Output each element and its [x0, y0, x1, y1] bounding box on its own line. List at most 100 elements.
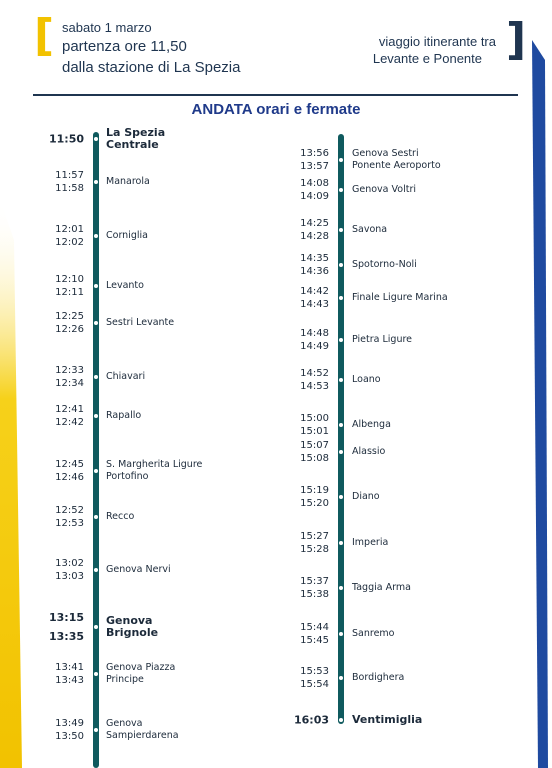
- time: 12:34: [55, 378, 84, 389]
- stop-name: Taggia Arma: [352, 582, 411, 593]
- time: 13:57: [300, 161, 329, 172]
- time: 13:43: [55, 675, 84, 686]
- stop-dot: [94, 515, 98, 519]
- stop-dot: [339, 228, 343, 232]
- stop-name: Imperia: [352, 537, 389, 548]
- stop-times: 12:41 12:42: [55, 403, 84, 429]
- stop-times: 14:08 14:09: [300, 177, 329, 203]
- stop-times: 15:44 15:45: [300, 621, 329, 647]
- stop-times: 12:52 12:53: [55, 504, 84, 530]
- stop-times: 14:42 14:43: [300, 285, 329, 311]
- stop-name: Pietra Ligure: [352, 334, 413, 345]
- stop-dot: [339, 586, 343, 590]
- time: 12:11: [55, 287, 84, 298]
- stop-times: 11:50: [49, 133, 84, 146]
- stop-dot: [94, 414, 98, 418]
- stop-times: 15:07 15:08: [300, 439, 329, 465]
- time: 14:08: [300, 178, 329, 189]
- stop-dot: [94, 625, 98, 629]
- stop-dot: [339, 450, 343, 454]
- stop-name: Rapallo: [106, 410, 142, 421]
- time: 14:36: [300, 266, 329, 277]
- stop-dot: [94, 728, 98, 732]
- stop-times: 12:10 12:11: [55, 273, 84, 299]
- stop-dot: [339, 676, 343, 680]
- time: 12:46: [55, 472, 84, 483]
- departure: partenza ore 11,50: [62, 38, 187, 55]
- stop-times: 14:35 14:36: [300, 252, 329, 278]
- stop-name: La Spezia Centrale: [106, 126, 166, 151]
- time: 12:41: [55, 404, 84, 415]
- stop-dot: [339, 338, 343, 342]
- time: 15:38: [300, 589, 329, 600]
- stop-name: Alassio: [352, 446, 386, 457]
- time: 12:10: [55, 274, 84, 285]
- stop-dot: [339, 158, 343, 162]
- time: 13:50: [55, 731, 84, 742]
- stop-name: Genova Sampierdarena: [106, 718, 179, 741]
- time: 12:01: [55, 224, 84, 235]
- stop-dot: [339, 423, 343, 427]
- stop-times: 12:45 12:46: [55, 458, 84, 484]
- time: 15:27: [300, 531, 329, 542]
- time: 12:26: [55, 324, 84, 335]
- subtitle: viaggio itinerante tra: [378, 34, 496, 49]
- stop-name: Genova Nervi: [106, 564, 171, 575]
- stop-dot: [339, 632, 343, 636]
- time: 12:42: [55, 417, 84, 428]
- time: 15:54: [300, 679, 329, 690]
- time: 16:03: [293, 713, 329, 727]
- stop-times: 13:41 13:43: [55, 661, 84, 687]
- stop-times: 12:25 12:26: [55, 310, 84, 336]
- time: 14:52: [300, 368, 329, 379]
- stop-name: S. Margherita Ligure Portofino: [106, 459, 203, 482]
- stop-times: 12:01 12:02: [55, 223, 84, 249]
- stop-dot: [339, 296, 343, 300]
- stop-times: 15:27 15:28: [300, 530, 329, 556]
- time: 13:56: [300, 148, 329, 159]
- stop-dot: [94, 137, 98, 141]
- time: 14:42: [300, 286, 329, 297]
- stop-dot: [339, 718, 343, 722]
- time: 13:15: [48, 611, 84, 624]
- time: 12:52: [55, 505, 84, 516]
- time: 14:09: [300, 191, 329, 202]
- stop-dot: [339, 263, 343, 267]
- time: 15:01: [300, 426, 329, 437]
- stop-times: 13:49 13:50: [55, 717, 84, 743]
- stop-times: 14:25 14:28: [300, 217, 329, 243]
- time: 15:28: [300, 544, 329, 555]
- stop-times: 13:02 13:03: [55, 557, 84, 583]
- stop-name: Genova Brignole: [106, 614, 159, 639]
- stop-times: 12:33 12:34: [55, 364, 84, 390]
- stop-name: Spotorno-Noli: [352, 259, 417, 270]
- date: sabato 1 marzo: [62, 20, 152, 35]
- stop-name: Diano: [352, 491, 380, 502]
- stop-times: 15:19 15:20: [300, 484, 329, 510]
- stop-times: 13:15 13:35: [49, 611, 84, 643]
- stop-name: Chiavari: [106, 371, 146, 382]
- stop-times: 13:56 13:57: [300, 147, 329, 173]
- timeline: [338, 134, 344, 724]
- stop-name: Levanto: [106, 280, 144, 291]
- stop-name: Finale Ligure Marina: [352, 292, 448, 303]
- timeline: [93, 132, 99, 768]
- time: 15:37: [300, 576, 329, 587]
- time: 13:03: [55, 571, 84, 582]
- stop-name: Loano: [352, 374, 381, 385]
- time: 14:28: [300, 231, 329, 242]
- time: 15:45: [300, 635, 329, 646]
- time: 11:50: [48, 132, 84, 146]
- stop-times: 15:37 15:38: [300, 575, 329, 601]
- bracket: ]: [506, 14, 527, 65]
- stop-dot: [339, 188, 343, 192]
- stop-dot: [339, 378, 343, 382]
- stop-name: Sestri Levante: [106, 317, 175, 328]
- stop-times: 15:53 15:54: [300, 665, 329, 691]
- stop-name: Albenga: [352, 419, 391, 430]
- time: 14:35: [300, 253, 329, 264]
- stop-name: Genova Sestri Ponente Aeroporto: [352, 148, 441, 171]
- stop-times: 15:00 15:01: [300, 412, 329, 438]
